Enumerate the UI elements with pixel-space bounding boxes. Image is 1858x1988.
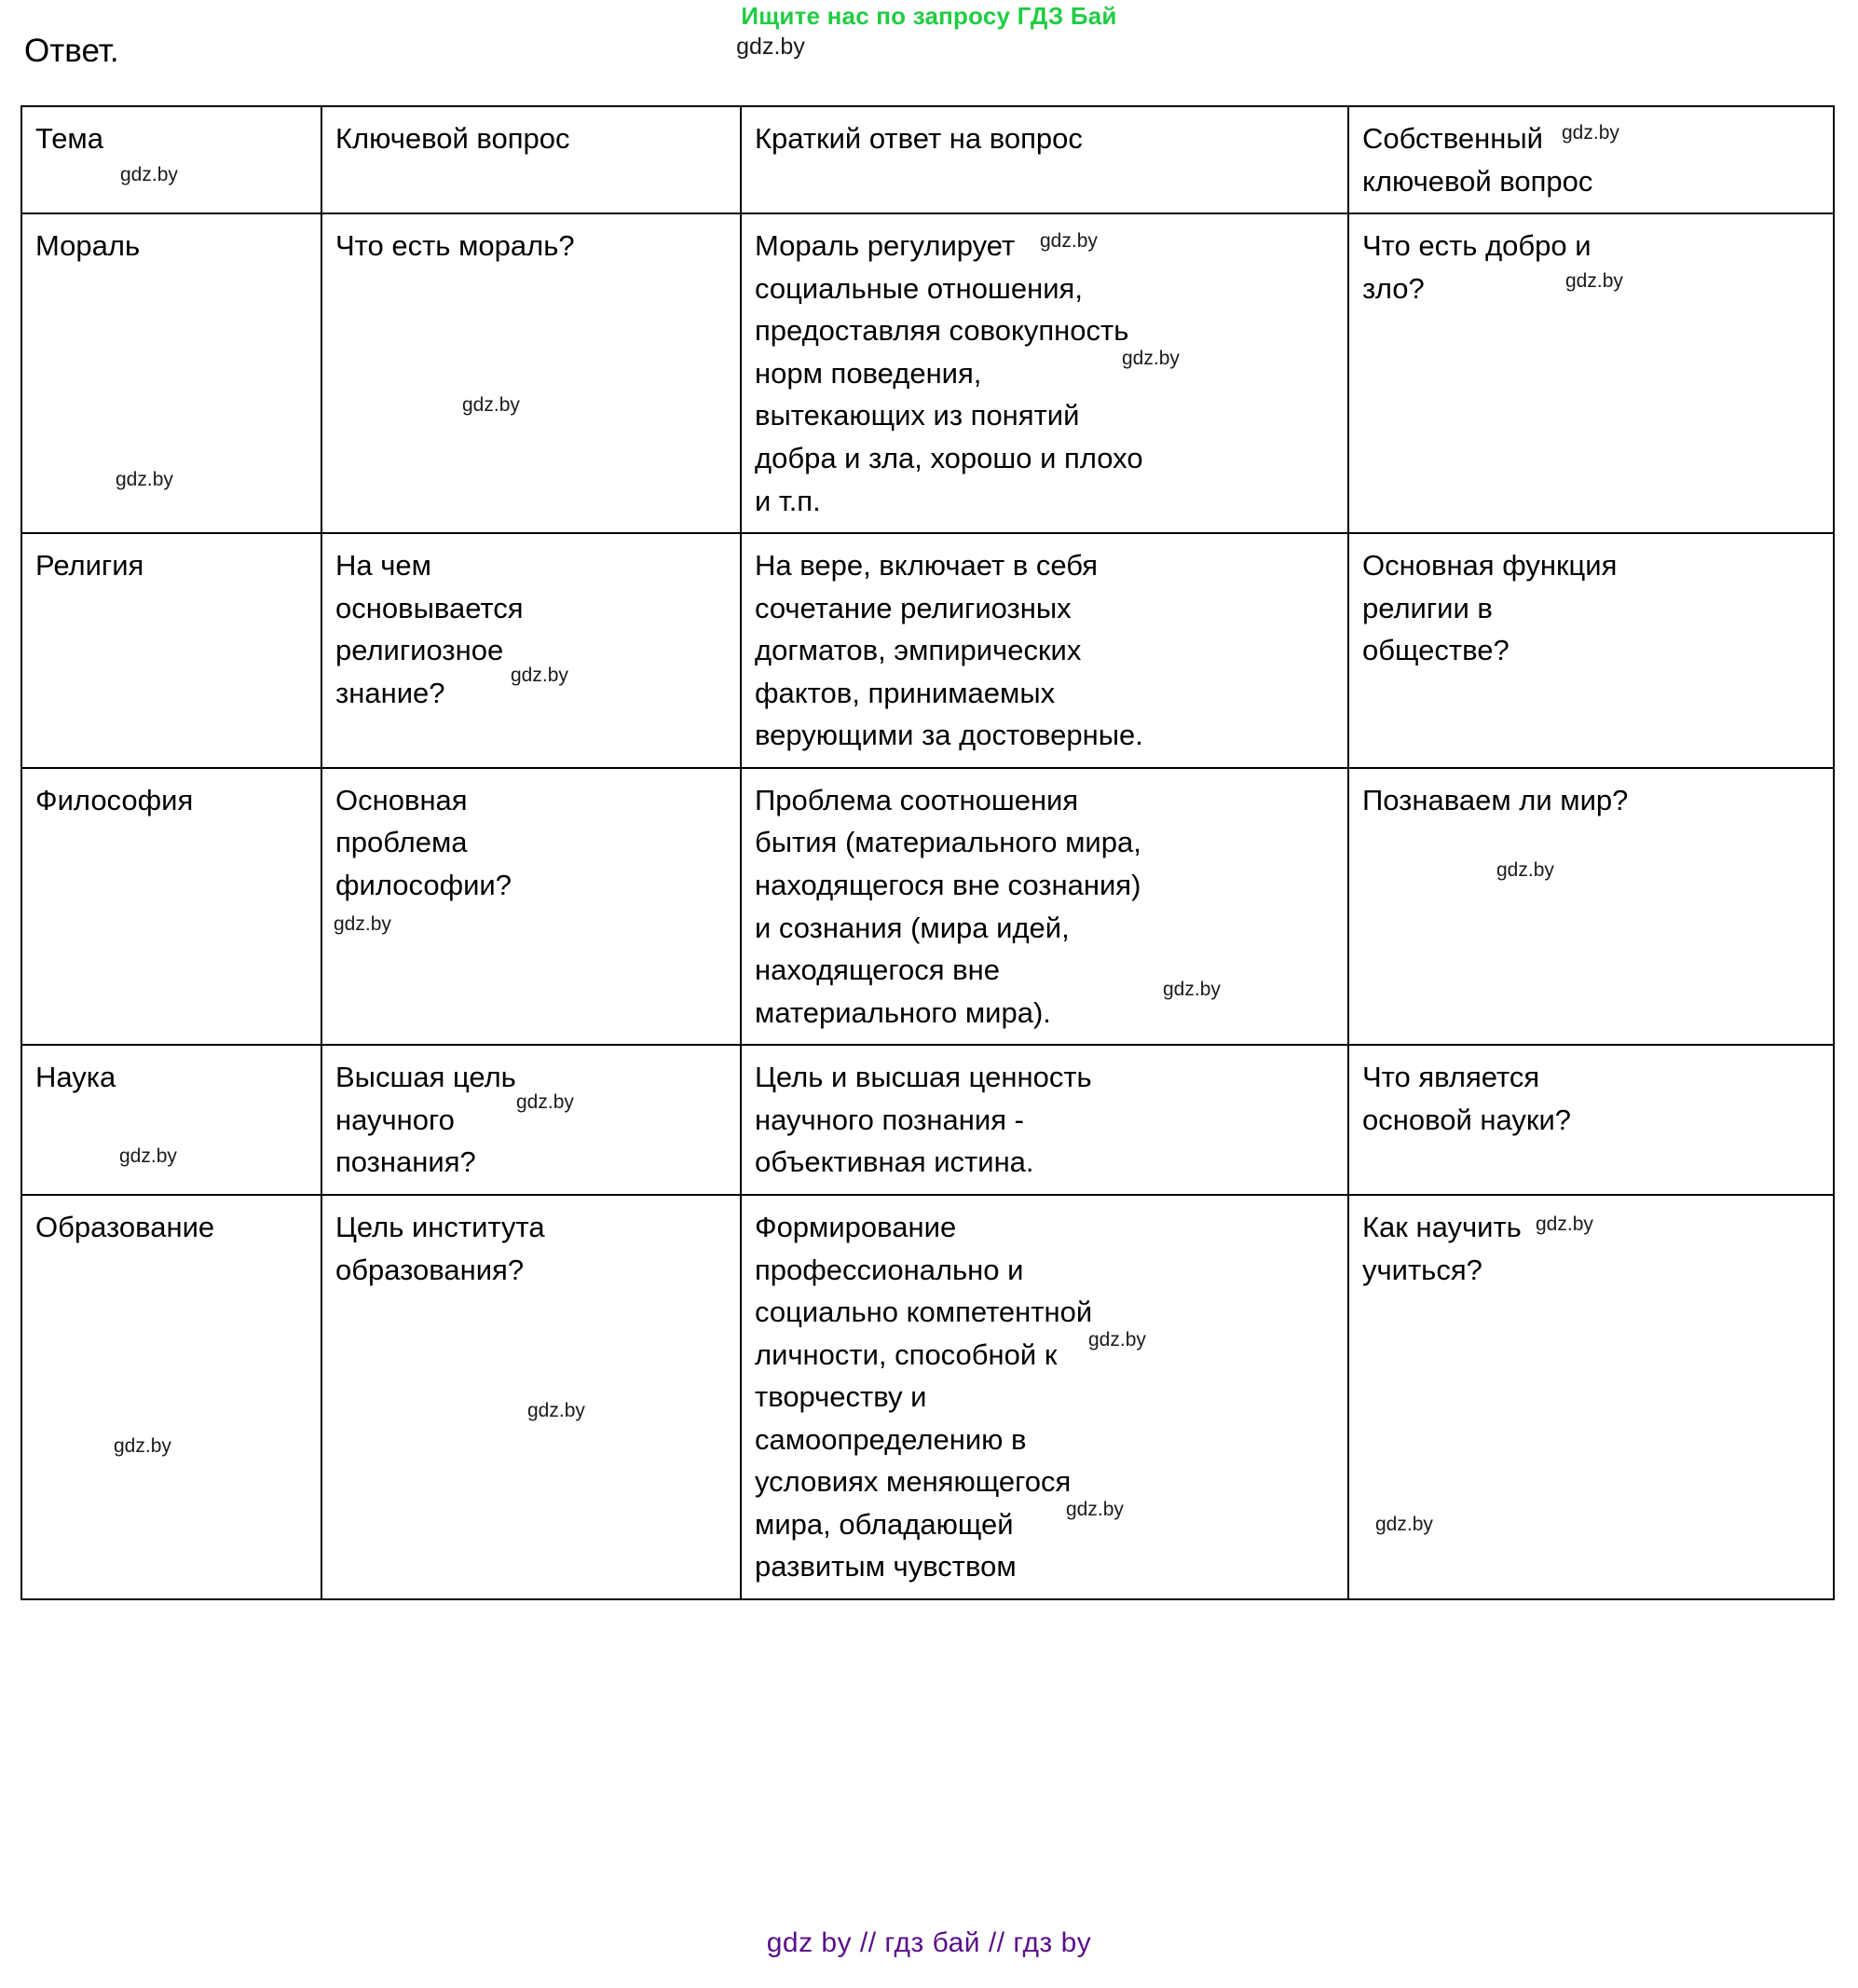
theme-value: Религия [35,549,144,583]
cell-own-question: Что является основой науки? [1347,1044,1835,1196]
key-question-value: Высшая цель научного познания? [335,1061,516,1179]
theme-value: Наука [35,1061,116,1094]
cell-own-question: Познаваем ли мир? gdz.by [1347,766,1835,1047]
cell-own-question: Что есть добро и зло? gdz.by [1347,213,1835,535]
cell-key-question: Высшая цель научного познания? gdz.by [321,1044,742,1196]
watermark: gdz.by [1066,1498,1124,1520]
watermark: gdz.by [1496,858,1554,881]
banner-watermark-label: gdz.by [736,34,805,60]
cell-own-question: Основная функция религии в обществе? [1347,532,1835,769]
table-row: Наука gdz.by Высшая цель научного познан… [20,1044,1835,1196]
watermark: gdz.by [462,394,520,417]
footer-watermark: gdz by // гдз бай // гдз by [766,1927,1092,1958]
cell-theme: Образование gdz.by [20,1193,322,1601]
cell-key-question: Цель института образования? gdz.by [321,1193,742,1601]
watermark: gdz.by [120,164,178,185]
own-question-value: Основная функция религии в обществе? [1362,549,1618,667]
table-row: Философия Основная проблема философии? g… [20,766,1835,1047]
watermark: gdz.by [527,1399,585,1421]
watermark: gdz.by [1163,978,1221,1000]
cell-theme: Наука gdz.by [20,1044,322,1196]
column-header-short-answer-label: Краткий ответ на вопрос [755,122,1083,155]
table-row: Религия На чем основывается религиозное … [20,532,1835,769]
table-header-row: Тема gdz.by Ключевой вопрос Краткий отве… [20,104,1835,215]
own-question-value: Что является основой науки? [1362,1061,1572,1136]
answer-table: Тема gdz.by Ключевой вопрос Краткий отве… [20,104,1835,1601]
short-answer-value: Проблема соотношения бытия (материальног… [755,783,1141,1029]
own-question-value: Что есть добро и зло? [1362,229,1592,305]
page-title: Ответ. [24,33,119,69]
watermark: gdz.by [1536,1213,1593,1235]
short-answer-value: Формирование профессионально и социально… [755,1210,1093,1584]
cell-short-answer: Мораль регулирует социальные отношения, … [740,213,1349,535]
column-header-key-question: Ключевой вопрос [321,104,742,215]
cell-key-question: Что есть мораль? gdz.by [321,213,742,535]
cell-theme: Религия [20,532,322,769]
watermark: gdz.by [1122,348,1180,370]
short-answer-value: Мораль регулирует социальные отношения, … [755,229,1143,517]
cell-short-answer: Цель и высшая ценность научного познания… [740,1044,1349,1196]
cell-theme: Мораль gdz.by [20,213,322,535]
column-header-own-question: Собственный ключевой вопрос gdz.by [1347,104,1835,215]
own-question-value: Как научить учиться? [1362,1210,1522,1286]
cell-own-question: Как научить учиться? gdz.by gdz.by [1347,1193,1835,1601]
theme-value: Образование [35,1210,215,1243]
column-header-own-question-label: Собственный ключевой вопрос [1362,122,1593,198]
short-answer-value: Цель и высшая ценность научного познания… [755,1061,1092,1179]
promo-banner: Ищите нас по запросу ГДЗ Бай [741,2,1117,30]
watermark: gdz.by [1562,122,1619,144]
column-header-key-question-label: Ключевой вопрос [335,122,570,155]
watermark: gdz.by [334,912,391,935]
cell-key-question: На чем основывается религиозное знание? … [321,532,742,769]
watermark: gdz.by [511,665,568,687]
key-question-value: Что есть мораль? [335,229,575,263]
watermark: gdz.by [114,1434,171,1457]
key-question-value: На чем основывается религиозное знание? [335,549,524,709]
watermark: gdz.by [516,1091,574,1114]
cell-theme: Философия [20,766,322,1047]
column-header-short-answer: Краткий ответ на вопрос [740,104,1349,215]
watermark: gdz.by [119,1145,177,1168]
watermark: gdz.by [116,469,173,491]
theme-value: Философия [35,783,194,816]
answer-table-container: Тема gdz.by Ключевой вопрос Краткий отве… [20,104,1835,1601]
key-question-value: Цель института образования? [335,1210,545,1286]
table-row: Образование gdz.by Цель института образо… [20,1193,1835,1601]
cell-key-question: Основная проблема философии? gdz.by [321,766,742,1047]
table-row: Мораль gdz.by Что есть мораль? gdz.by Мо… [20,213,1835,535]
column-header-theme-label: Тема [35,122,103,155]
short-answer-value: На вере, включает в себя сочетание религ… [755,549,1143,752]
theme-value: Мораль [35,229,141,263]
watermark: gdz.by [1565,270,1623,293]
watermark: gdz.by [1088,1328,1146,1350]
key-question-value: Основная проблема философии? [335,783,512,901]
cell-short-answer: Проблема соотношения бытия (материальног… [740,766,1349,1047]
cell-short-answer: На вере, включает в себя сочетание религ… [740,532,1349,769]
watermark: gdz.by [1040,230,1098,253]
watermark: gdz.by [1375,1513,1433,1535]
column-header-theme: Тема gdz.by [20,104,322,215]
cell-short-answer: Формирование профессионально и социально… [740,1193,1349,1601]
banner-watermark: gdz.by [0,34,1858,61]
own-question-value: Познаваем ли мир? [1362,783,1629,816]
